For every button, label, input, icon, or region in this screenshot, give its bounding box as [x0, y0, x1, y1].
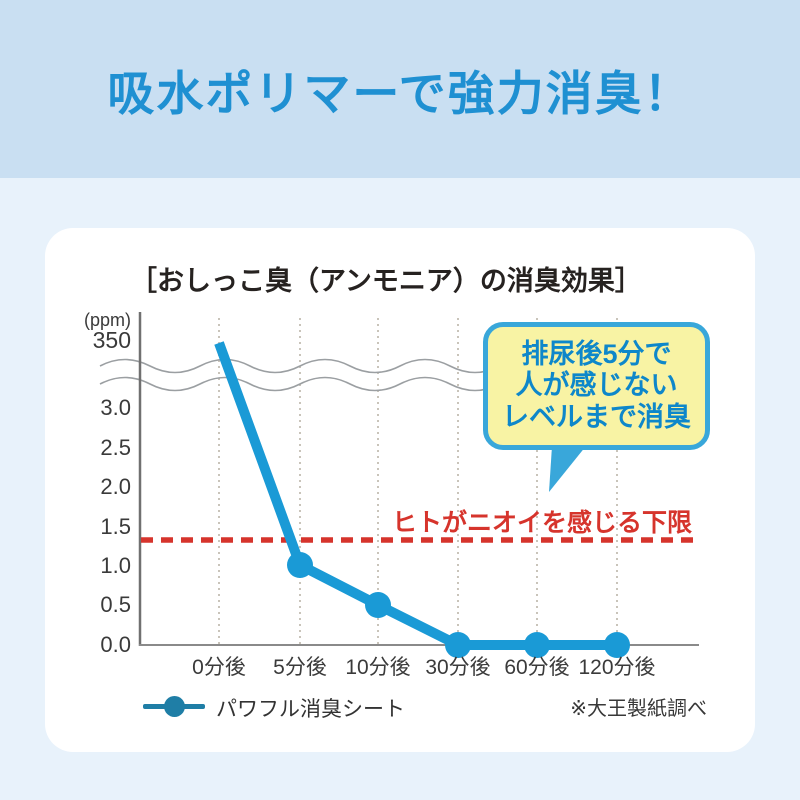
x-tick-30min: 30分後 [425, 656, 491, 679]
legend-label: パワフル消臭シート [216, 698, 405, 721]
callout-text-line-3: レベルまで消臭 [502, 401, 691, 432]
callout-tail [549, 446, 586, 492]
source-note: ※大王製紙調べ [570, 698, 707, 720]
x-tick-60min: 60分後 [504, 656, 570, 679]
chart-title: ［おしっこ臭（アンモニア）の消臭効果］ [130, 266, 642, 296]
y-tick-2-0: 2.0 [100, 474, 131, 499]
x-tick-120min: 120分後 [578, 656, 656, 679]
callout-bubble: 排尿後5分で 人が感じない レベルまで消臭 [483, 322, 710, 450]
x-tick-0min: 0分後 [192, 656, 246, 679]
page-title: 吸水ポリマーで強力消臭！ [107, 66, 693, 120]
y-tick-1-5: 1.5 [100, 514, 131, 539]
y-tick-350: 350 [92, 327, 131, 353]
y-tick-1-0: 1.0 [100, 553, 131, 578]
threshold-label: ヒトがニオイを感じる下限 [391, 509, 692, 537]
y-tick-3-0: 3.0 [100, 395, 131, 420]
header-band: 吸水ポリマーで強力消臭！ [0, 0, 800, 178]
y-axis-unit-label: (ppm) [83, 310, 131, 330]
y-tick-0-5: 0.5 [100, 592, 131, 617]
y-tick-2-5: 2.5 [100, 435, 131, 460]
x-tick-10min: 10分後 [345, 656, 411, 679]
legend-marker-icon [164, 696, 185, 717]
x-tick-5min: 5分後 [273, 656, 327, 679]
y-tick-0-0: 0.0 [100, 632, 131, 657]
callout-text-line-2: 人が感じない [515, 370, 678, 401]
callout-text-line-1: 排尿後5分で [521, 338, 672, 369]
